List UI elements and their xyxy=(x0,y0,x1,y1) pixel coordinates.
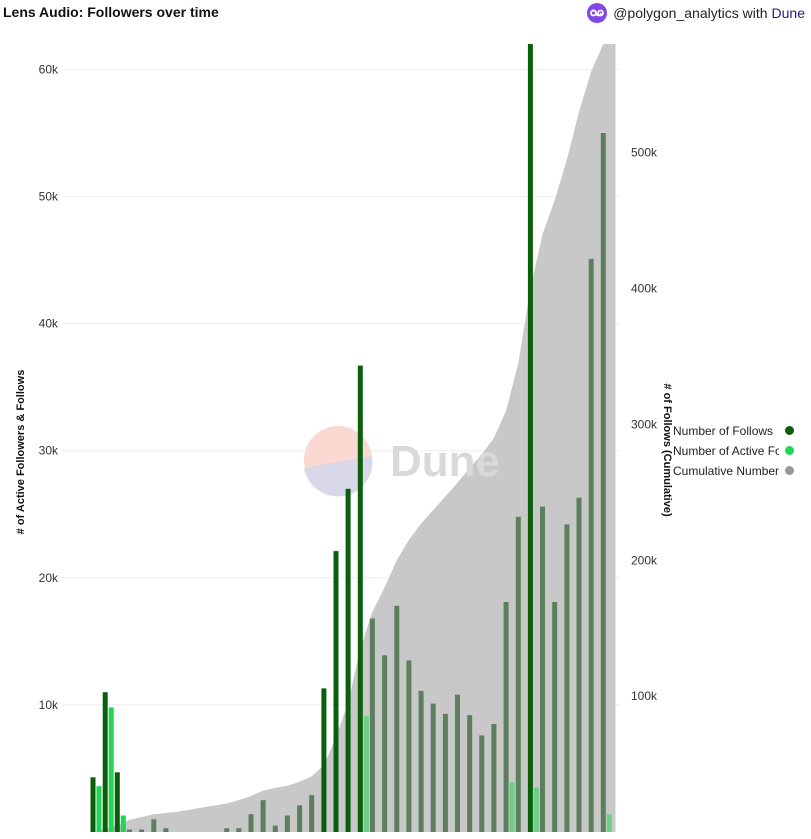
legend-item-follows[interactable]: Number of Follows xyxy=(672,422,811,442)
chart-title: Lens Audio: Followers over time xyxy=(3,4,219,20)
chart-header: Lens Audio: Followers over time @polygon… xyxy=(0,0,811,26)
right-tick-label: 500k xyxy=(631,146,658,160)
bar-number-of-follows xyxy=(503,602,509,832)
legend-label: Cumulative Number of Follows xyxy=(673,464,779,478)
bar-number-of-active-followers xyxy=(509,782,515,832)
bar-number-of-active-followers xyxy=(363,716,369,832)
bar-number-of-follows xyxy=(248,814,254,832)
bar-number-of-follows xyxy=(418,690,424,832)
bar-number-of-follows xyxy=(467,715,473,832)
bar-number-of-follows xyxy=(163,828,169,832)
bar-number-of-follows xyxy=(552,602,558,832)
right-tick-label: 200k xyxy=(631,553,658,567)
bar-number-of-follows xyxy=(90,777,96,832)
bar-number-of-follows xyxy=(309,795,315,832)
bar-number-of-follows xyxy=(139,829,145,832)
bar-number-of-follows xyxy=(394,605,400,832)
left-tick-label: 30k xyxy=(39,444,59,458)
bar-number-of-follows xyxy=(357,365,363,832)
bar-number-of-active-followers xyxy=(96,786,102,832)
bar-number-of-follows xyxy=(114,772,120,832)
bar-number-of-follows xyxy=(151,819,157,832)
left-tick-label: 20k xyxy=(39,571,59,585)
bar-number-of-follows xyxy=(515,516,521,832)
bar-number-of-follows xyxy=(369,618,375,832)
left-tick-label: 10k xyxy=(39,698,59,712)
left-axis-title: # of Active Followers & Follows xyxy=(15,370,27,535)
bar-number-of-follows xyxy=(345,488,351,832)
dune-watermark: Dune xyxy=(304,426,500,497)
bar-number-of-follows xyxy=(527,44,533,832)
right-tick-label: 400k xyxy=(631,282,658,296)
left-tick-label: 50k xyxy=(39,190,59,204)
legend-item-cumulative[interactable]: Cumulative Number of Follows xyxy=(672,462,811,482)
legend: Number of Follows Number of Active Follo… xyxy=(672,422,811,482)
right-tick-label: 100k xyxy=(631,689,658,703)
bar-number-of-follows xyxy=(430,703,436,832)
left-tick-label: 60k xyxy=(39,62,59,76)
legend-label: Number of Active Followers xyxy=(673,444,779,458)
watermark-text: Dune xyxy=(390,437,500,486)
bar-number-of-follows xyxy=(224,828,230,832)
bar-number-of-follows xyxy=(600,133,606,832)
legend-dot-icon xyxy=(785,446,794,455)
cumulative-area xyxy=(93,44,616,832)
legend-label: Number of Follows xyxy=(673,424,774,438)
left-tick-label: 40k xyxy=(39,317,59,331)
right-axis-title: # of Follows (Cumulative) xyxy=(661,383,673,517)
bar-number-of-follows xyxy=(102,692,108,832)
bar-number-of-follows xyxy=(588,258,594,832)
bar-number-of-follows xyxy=(540,506,545,832)
legend-item-active-followers[interactable]: Number of Active Followers xyxy=(672,442,811,462)
bar-number-of-follows xyxy=(321,688,327,832)
bar-number-of-follows xyxy=(284,815,290,832)
legend-dot-icon xyxy=(785,426,794,435)
left-axis-ticks: 10k 20k 30k 40k 50k 60k xyxy=(39,62,59,711)
cumulative-area-shape xyxy=(93,44,616,832)
bar-number-of-active-followers xyxy=(533,787,539,832)
bar-number-of-follows xyxy=(564,524,570,832)
attribution-user[interactable]: @polygon_analytics xyxy=(613,5,739,21)
attribution-with: with xyxy=(742,5,768,21)
legend-dot-icon xyxy=(785,466,794,475)
bar-number-of-follows xyxy=(442,713,448,832)
bar-number-of-follows xyxy=(491,724,497,832)
bar-number-of-follows xyxy=(406,660,412,832)
attribution[interactable]: @polygon_analytics with Dune xyxy=(587,3,805,23)
bar-number-of-follows xyxy=(297,805,303,832)
bar-number-of-follows xyxy=(479,735,485,832)
polygon-logo-icon xyxy=(587,3,608,23)
dune-link[interactable]: Dune xyxy=(771,5,805,21)
bar-number-of-follows xyxy=(126,829,132,832)
bar-number-of-follows xyxy=(333,551,339,832)
bar-number-of-follows xyxy=(382,655,388,832)
watermark-logo-shade xyxy=(304,456,373,497)
right-tick-label: 300k xyxy=(631,417,658,431)
bar-number-of-follows xyxy=(272,825,278,832)
bar-number-of-follows xyxy=(260,800,266,832)
bar-number-of-follows xyxy=(576,497,582,832)
bar-number-of-follows xyxy=(236,828,242,832)
right-axis-ticks: 100k 200k 300k 400k 500k xyxy=(631,146,658,703)
bar-number-of-active-followers xyxy=(108,707,114,832)
bar-number-of-active-followers xyxy=(606,814,612,832)
bars-number-of-active-followers xyxy=(96,707,612,832)
bars-number-of-follows xyxy=(90,44,606,832)
bar-number-of-active-followers xyxy=(120,815,126,832)
bar-number-of-follows xyxy=(455,694,460,832)
